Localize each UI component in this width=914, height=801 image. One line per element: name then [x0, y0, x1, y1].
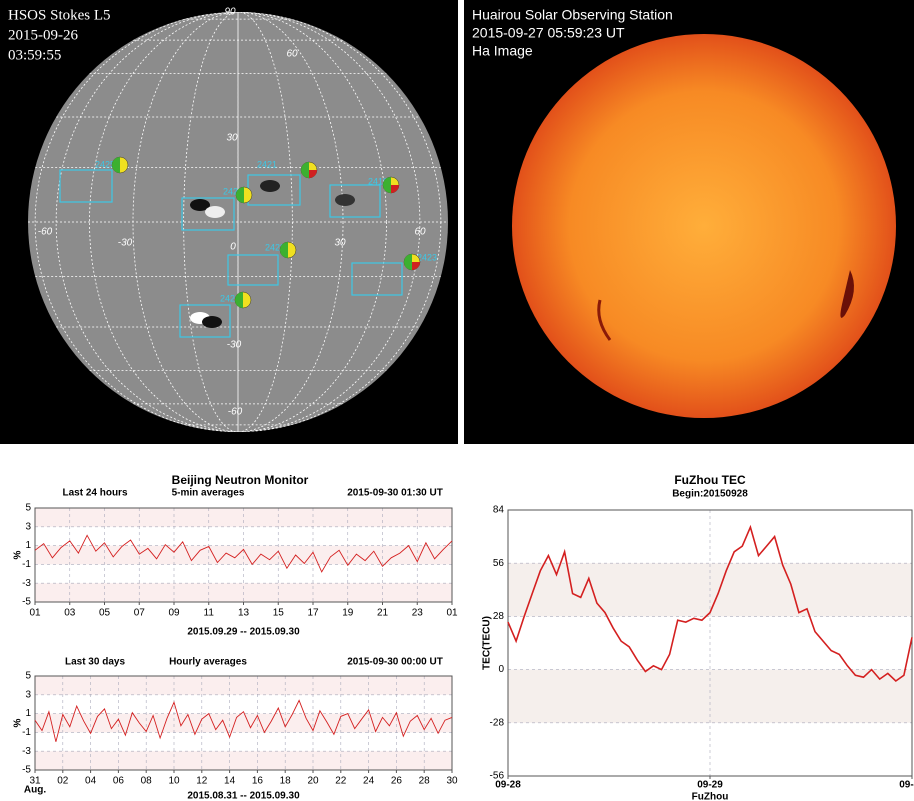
y-tick-label: 56	[493, 558, 505, 569]
x-tick-label: 09-30	[899, 780, 914, 791]
y-tick-label: -3	[22, 578, 31, 589]
x-axis-label: FuZhou	[692, 792, 729, 801]
y-tick-label: -1	[22, 727, 31, 738]
x-tick-label: 24	[363, 776, 375, 787]
chart-subtitle: Begin:20150928	[672, 489, 748, 500]
magnetic-spot	[335, 194, 355, 206]
chart-annotation: Last 24 hours	[62, 488, 127, 499]
x-tick-label: 01	[446, 608, 458, 619]
halpha-disk	[512, 34, 896, 418]
grid-label: -30	[227, 340, 242, 351]
region-label: 2421	[257, 159, 277, 169]
image-label: Ha Image	[472, 43, 533, 59]
x-tick-label: 20	[307, 776, 319, 787]
y-tick-label: 5	[25, 503, 31, 514]
y-axis-label: %	[13, 550, 24, 559]
x-tick-label: 28	[419, 776, 431, 787]
grid-label: 90	[224, 7, 236, 18]
grid-label: -60	[38, 227, 53, 238]
chart-annotation: 5-min averages	[172, 488, 245, 499]
chart-annotation: 2015-09-30 00:00 UT	[347, 657, 443, 668]
page: HSOS Stokes L5 2015-09-26 03:59:55 24252…	[0, 0, 914, 801]
x-tick-label: 07	[134, 608, 146, 619]
x-tick-label: 26	[391, 776, 403, 787]
y-tick-label: -28	[490, 717, 505, 728]
grid-label: 30	[334, 238, 346, 249]
y-axis-label: %	[13, 718, 24, 727]
x-tick-label: 09-29	[697, 780, 723, 791]
image-label: HSOS Stokes L5	[8, 7, 111, 23]
y-tick-label: 3	[25, 689, 31, 700]
grid-label: 0	[230, 242, 236, 253]
y-axis-label: TEC(TECU)	[482, 616, 493, 670]
y-tick-label: -5	[22, 765, 31, 776]
x-tick-label: 16	[252, 776, 264, 787]
x-tick-label: 02	[57, 776, 69, 787]
x-axis-label: 2015.09.29 -- 2015.09.30	[187, 627, 300, 638]
x-tick-label: 12	[196, 776, 208, 787]
magnetic-spot	[260, 180, 280, 192]
chart-annotation: 2015-09-30 01:30 UT	[347, 488, 443, 499]
magnetic-spot	[202, 316, 222, 328]
chart-title: Beijing Neutron Monitor	[172, 473, 309, 487]
chart-annotation: Aug.	[24, 785, 46, 796]
x-tick-label: 09	[168, 608, 180, 619]
x-tick-label: 15	[273, 608, 285, 619]
grid-label: 60	[286, 49, 298, 60]
y-tick-label: 3	[25, 521, 31, 532]
x-tick-label: 22	[335, 776, 347, 787]
x-tick-label: 05	[99, 608, 111, 619]
x-tick-label: 08	[141, 776, 153, 787]
grid-band	[35, 676, 452, 695]
x-tick-label: 23	[412, 608, 424, 619]
grid-band	[35, 546, 452, 565]
x-tick-label: 04	[85, 776, 97, 787]
chart-annotation: Hourly averages	[169, 657, 247, 668]
grid-label: 30	[226, 133, 238, 144]
grid-label: -30	[118, 238, 133, 249]
magnetic-spot	[205, 206, 225, 218]
x-tick-label: 01	[29, 608, 41, 619]
chart-title: FuZhou TEC	[674, 473, 746, 487]
y-tick-label: 84	[493, 505, 505, 516]
x-tick-label: 30	[446, 776, 458, 787]
x-tick-label: 10	[168, 776, 180, 787]
x-tick-label: 11	[204, 608, 215, 619]
x-axis-label: 2015.08.31 -- 2015.09.30	[187, 791, 300, 801]
chart-annotation: Last 30 days	[65, 657, 125, 668]
x-tick-label: 13	[238, 608, 250, 619]
y-tick-label: 1	[25, 540, 31, 551]
y-tick-label: 28	[493, 611, 505, 622]
image-label: Huairou Solar Observing Station	[472, 7, 673, 23]
x-tick-label: 17	[307, 608, 319, 619]
x-tick-label: 09-28	[495, 780, 521, 791]
image-label: 03:59:55	[8, 47, 61, 63]
y-tick-label: -1	[22, 559, 31, 570]
grid-band	[35, 751, 452, 770]
x-tick-label: 18	[280, 776, 292, 787]
y-tick-label: 0	[498, 664, 504, 675]
y-tick-label: -3	[22, 746, 31, 757]
x-tick-label: 14	[224, 776, 236, 787]
x-tick-label: 03	[64, 608, 76, 619]
y-tick-label: 1	[25, 708, 31, 719]
image-label: 2015-09-27 05:59:23 UT	[472, 25, 625, 41]
x-tick-label: 21	[377, 608, 389, 619]
y-tick-label: 5	[25, 671, 31, 682]
image-label: 2015-09-26	[8, 27, 78, 43]
x-tick-label: 06	[113, 776, 125, 787]
grid-label: -60	[228, 407, 243, 418]
x-tick-label: 19	[342, 608, 354, 619]
grid-label: 60	[414, 227, 426, 238]
y-tick-label: -5	[22, 597, 31, 608]
